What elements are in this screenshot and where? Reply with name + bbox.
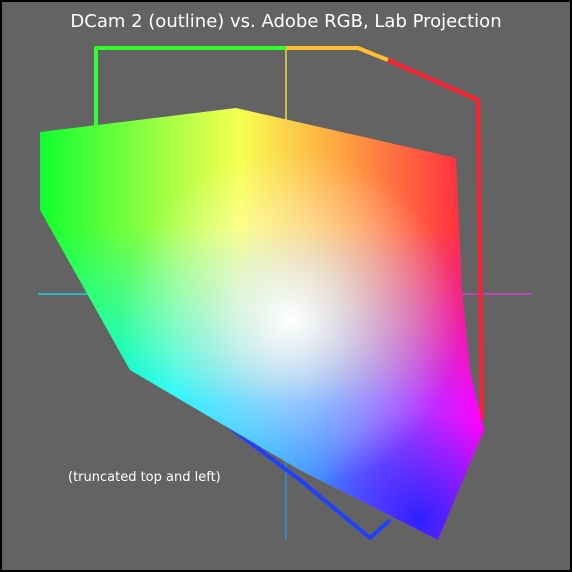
dcam-outline <box>94 46 484 540</box>
title: DCam 2 (outline) vs. Adobe RGB, Lab Proj… <box>70 11 501 32</box>
outline-blue <box>218 418 392 540</box>
outline-green <box>94 46 286 128</box>
outline-red <box>387 58 484 421</box>
outline-yellow <box>286 46 389 62</box>
note: (truncated top and left) <box>68 470 221 485</box>
